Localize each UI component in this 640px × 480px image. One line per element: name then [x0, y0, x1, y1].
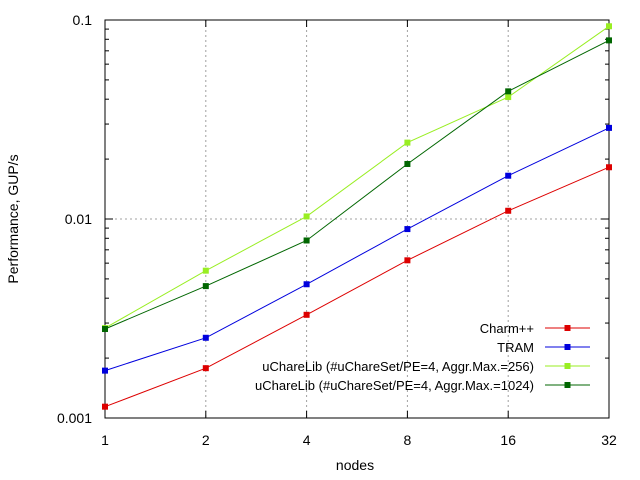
series-4	[102, 37, 612, 333]
legend-marker	[564, 325, 571, 331]
data-point	[505, 172, 512, 179]
x-tick-label: 1	[101, 432, 109, 448]
data-point	[606, 23, 612, 30]
series-line	[104, 127, 610, 372]
legend-label: uChareLib (#uChareSet/PE=4, Aggr.Max.=10…	[255, 378, 534, 393]
data-point	[303, 281, 310, 288]
data-point	[505, 207, 512, 214]
data-point	[505, 88, 512, 95]
data-point	[505, 94, 512, 101]
series-line	[104, 166, 610, 408]
legend-entry: Charm++	[480, 321, 590, 336]
data-point	[303, 311, 310, 318]
data-point	[404, 226, 411, 233]
data-point	[202, 267, 209, 274]
y-axis-label: Performance, GUP/s	[5, 154, 21, 283]
data-point	[202, 283, 209, 290]
data-point	[202, 334, 209, 341]
series-1	[102, 164, 612, 410]
x-tick-label: 8	[404, 432, 412, 448]
legend-label: uChareLib (#uChareSet/PE=4, Aggr.Max.=25…	[262, 359, 534, 374]
legend-entry: uChareLib (#uChareSet/PE=4, Aggr.Max.=25…	[262, 359, 590, 374]
data-point	[303, 237, 310, 244]
data-point	[606, 37, 612, 44]
data-point	[202, 365, 209, 372]
data-point	[303, 213, 310, 220]
y-tick-label: 0.001	[57, 410, 92, 426]
data-point	[102, 326, 108, 333]
legend-marker	[564, 344, 571, 350]
legend-entry: TRAM	[497, 340, 590, 355]
legend-entry: uChareLib (#uChareSet/PE=4, Aggr.Max.=10…	[255, 378, 590, 393]
legend-marker	[564, 363, 571, 369]
data-point	[102, 367, 108, 374]
series-line	[104, 25, 610, 329]
x-tick-label: 2	[202, 432, 210, 448]
data-point	[606, 164, 612, 171]
data-point	[404, 160, 411, 167]
data-point	[404, 139, 411, 146]
x-axis-label: nodes	[336, 457, 374, 473]
x-tick-label: 16	[500, 432, 516, 448]
x-tick-label: 4	[303, 432, 311, 448]
series-line	[104, 39, 610, 330]
legend: Charm++ TRAM uChareLib (#uChareSet/PE=4, A…	[255, 321, 590, 393]
data-series	[102, 23, 612, 410]
y-tick-label: 0.1	[73, 12, 93, 28]
data-point	[102, 403, 108, 410]
series-2	[102, 124, 612, 374]
legend-label: Charm++	[480, 321, 534, 336]
data-point	[404, 257, 411, 264]
grid-lines	[105, 20, 609, 418]
x-tick-label: 32	[601, 432, 617, 448]
legend-label: TRAM	[497, 340, 534, 355]
legend-marker	[564, 382, 571, 388]
data-point	[606, 124, 612, 131]
axis-ticks: 1 2 4 8 16 32 0.001 0.01 0.1	[57, 12, 617, 448]
y-tick-label: 0.01	[65, 211, 92, 227]
